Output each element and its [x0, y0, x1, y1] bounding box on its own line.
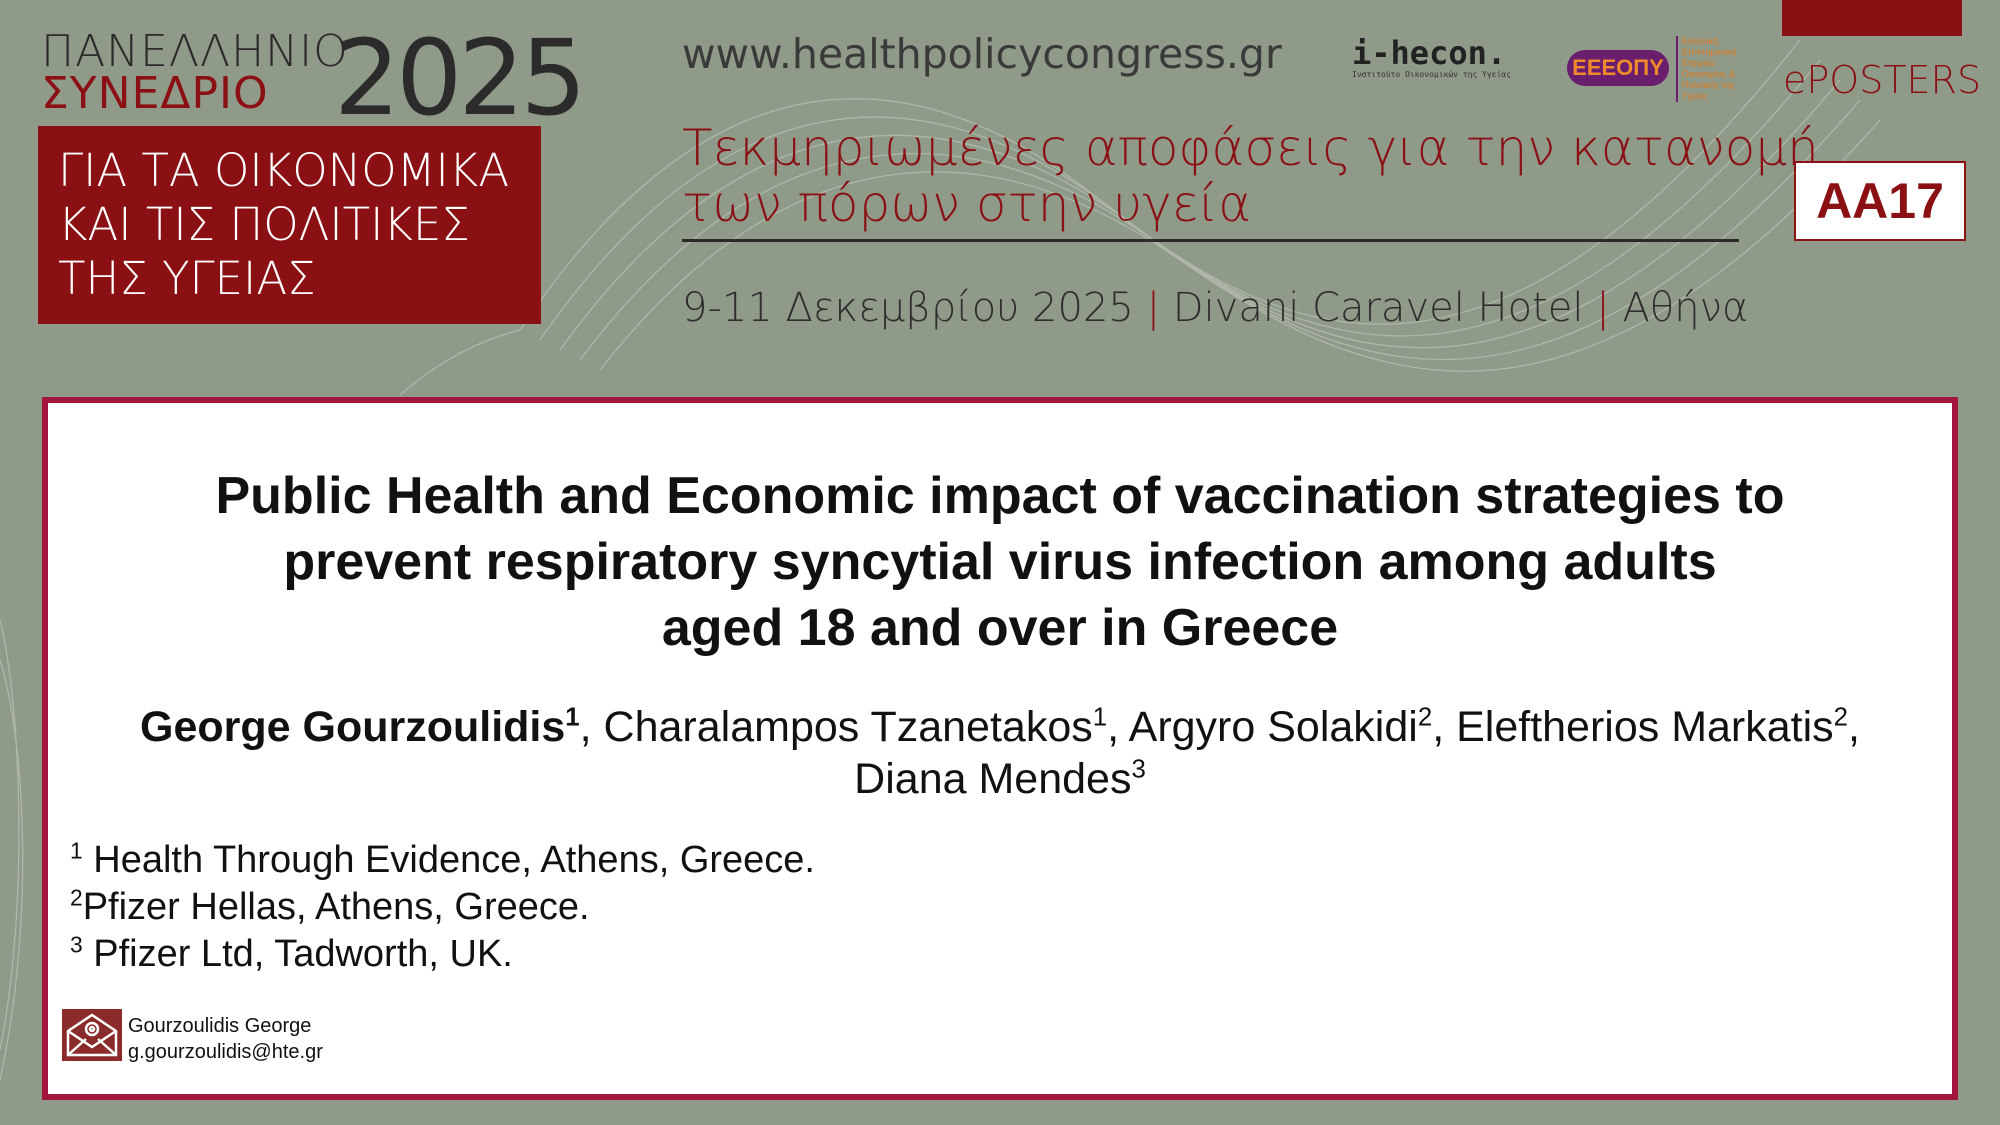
- subtitle-divider: [682, 239, 1739, 242]
- congress-theme-box: ΓΙΑ ΤΑ ΟΙΚΟΝΟΜΙΚΑ ΚΑΙ ΤΙΣ ΠΟΛΙΤΙΚΕΣ ΤΗΣ …: [38, 126, 541, 324]
- congress-date: 9-11 Δεκεμβρίου 2025: [682, 285, 1134, 331]
- affiliation: 1 Health Through Evidence, Athens, Greec…: [70, 839, 815, 882]
- eeeopy-logo-tagline: Ελληνική Επιστημονική Εταιρεία Οικονομία…: [1676, 36, 1756, 102]
- affiliation: 3 Pfizer Ltd, Tadworth, UK.: [70, 933, 513, 976]
- author-sep: ,: [1848, 703, 1860, 751]
- separator: |: [1146, 285, 1161, 331]
- author-name: Argyro Solakidi: [1128, 703, 1418, 751]
- top-accent-bar: [1782, 0, 1962, 36]
- affiliation-text: Pfizer Ltd, Tadworth, UK.: [82, 933, 513, 975]
- contact-email[interactable]: g.gourzoulidis@hte.gr: [128, 1041, 323, 1063]
- congress-logo-year: 2025: [334, 17, 587, 139]
- affiliation-text: Health Through Evidence, Athens, Greece.: [82, 839, 815, 881]
- ihecon-logo-tagline: Ινστιτούτο Οικονομικών της Υγείας: [1352, 70, 1511, 79]
- author-name: Charalampos Tzanetakos: [603, 703, 1093, 751]
- author-affil: 3: [1131, 755, 1146, 784]
- author-sep: ,: [1107, 703, 1129, 751]
- title-line: Public Health and Economic impact of vac…: [215, 467, 1785, 525]
- poster-code-badge: AA17: [1794, 161, 1966, 241]
- email-envelope-icon: [62, 1009, 122, 1061]
- congress-subtitle: Τεκμηριωμένες αποφάσεις για την κατανομή…: [682, 120, 1819, 232]
- congress-venue: Divani Caravel Hotel: [1172, 285, 1584, 331]
- theme-line: ΚΑΙ ΤΙΣ ΠΟΛΙΤΙΚΕΣ: [58, 198, 470, 251]
- affiliation: 2Pfizer Hellas, Athens, Greece.: [70, 886, 590, 929]
- congress-url[interactable]: www.healthpolicycongress.gr: [682, 30, 1282, 78]
- affiliation-number: 2: [70, 884, 83, 911]
- contact-info: Gourzoulidis George g.gourzoulidis@hte.g…: [128, 1013, 323, 1065]
- author-sep: ,: [579, 703, 604, 751]
- eposters-label: ePOSTERS: [1783, 58, 1982, 102]
- author-affil: 1: [565, 703, 580, 732]
- author-affil: 2: [1417, 703, 1433, 732]
- theme-line: ΓΙΑ ΤΑ ΟΙΚΟΝΟΜΙΚΑ: [58, 144, 510, 197]
- affiliation-number: 1: [70, 837, 83, 864]
- title-line: aged 18 and over in Greece: [661, 599, 1339, 657]
- subtitle-line: των πόρων στην υγεία: [682, 175, 1252, 233]
- poster-title: Public Health and Economic impact of vac…: [48, 463, 1952, 661]
- ihecon-logo-name: i-hecon.: [1352, 34, 1507, 72]
- congress-logo-line2: ΣΥΝΕΔΡΙΟ: [41, 68, 269, 119]
- affiliation-text: Pfizer Hellas, Athens, Greece.: [82, 886, 590, 928]
- affiliation-number: 3: [70, 931, 83, 958]
- subtitle-line: Τεκμηριωμένες αποφάσεις για την κατανομή: [682, 119, 1819, 177]
- author-name: Diana Mendes: [854, 755, 1132, 803]
- contact-name: Gourzoulidis George: [128, 1015, 312, 1037]
- congress-logo-line1: ΠΑΝΕΛΛΗΝΙΟ: [41, 26, 349, 77]
- author-affil: 2: [1833, 703, 1849, 732]
- author-sep: ,: [1432, 703, 1457, 751]
- ihecon-logo: i-hecon. Ινστιτούτο Οικονομικών της Υγεί…: [1352, 36, 1542, 79]
- theme-line: ΤΗΣ ΥΓΕΙΑΣ: [58, 252, 316, 305]
- author-name: George Gourzoulidis: [140, 703, 566, 751]
- separator: |: [1596, 285, 1610, 331]
- poster-panel: Public Health and Economic impact of vac…: [42, 397, 1958, 1100]
- congress-city: Αθήνα: [1622, 285, 1749, 331]
- author-list: George Gourzoulidis1, Charalampos Tzanet…: [48, 701, 1952, 805]
- eeeopy-logo: ΕΕΕΟΠΥ: [1567, 50, 1669, 86]
- author-name: Eleftherios Markatis: [1456, 703, 1834, 751]
- congress-date-venue: 9-11 Δεκεμβρίου 2025 | Divani Caravel Ho…: [682, 285, 1748, 331]
- title-line: prevent respiratory syncytial virus infe…: [283, 533, 1717, 591]
- author-affil: 1: [1092, 703, 1108, 732]
